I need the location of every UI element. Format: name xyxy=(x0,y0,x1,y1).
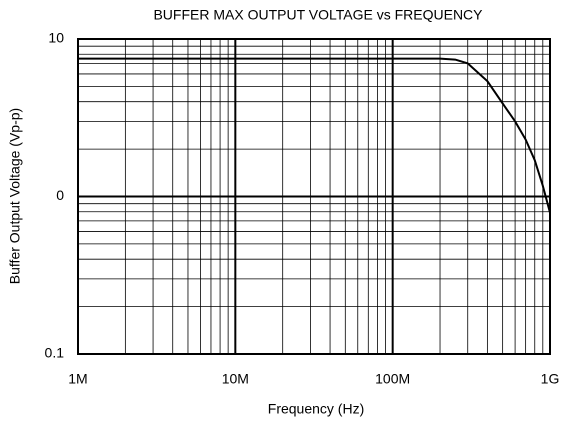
y-axis-label: Buffer Output Voltage (Vp-p) xyxy=(7,108,23,284)
x-tick-label: 100M xyxy=(375,371,410,387)
line-series xyxy=(78,57,551,213)
y-tick-label: 0 xyxy=(56,187,64,203)
x-tick-label: 10M xyxy=(222,371,249,387)
x-axis-label: Frequency (Hz) xyxy=(268,401,364,417)
y-tick-label: 0.1 xyxy=(45,345,65,361)
y-tick-label: 10 xyxy=(48,30,64,46)
plot-frame xyxy=(77,38,551,355)
chart-title: BUFFER MAX OUTPUT VOLTAGE vs FREQUENCY xyxy=(153,7,483,23)
x-tick-label: 1M xyxy=(68,371,87,387)
x-tick-label: 1G xyxy=(541,371,560,387)
